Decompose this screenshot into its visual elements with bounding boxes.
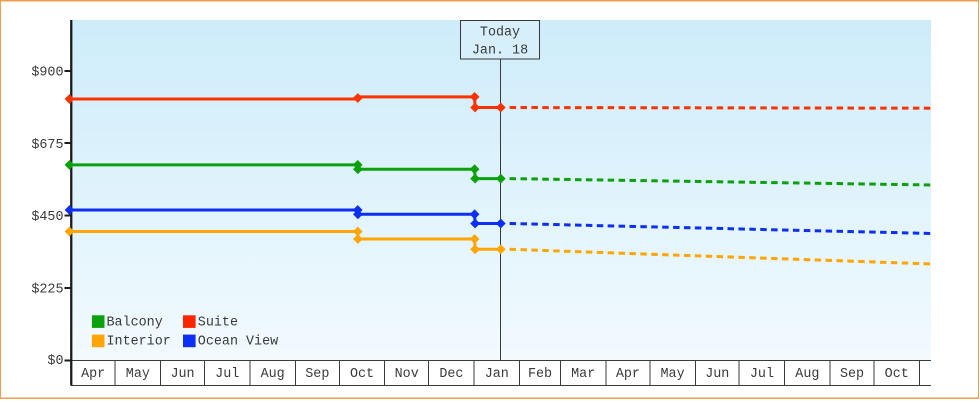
svg-text:Feb: Feb [528,367,552,382]
svg-text:Apr: Apr [81,367,105,382]
svg-text:Sep: Sep [305,367,329,382]
svg-text:Jun: Jun [170,367,194,382]
svg-text:Jul: Jul [215,367,239,382]
svg-text:Mar: Mar [571,367,595,382]
svg-text:Dec: Dec [439,367,463,382]
svg-text:Today: Today [480,25,520,40]
svg-text:$900: $900 [31,65,63,80]
svg-text:Jun: Jun [705,367,729,382]
svg-text:Oct: Oct [885,367,909,382]
svg-text:Jul: Jul [750,367,774,382]
svg-text:Nov: Nov [395,367,419,382]
svg-text:$0: $0 [47,354,63,369]
svg-text:Oct: Oct [350,367,374,382]
svg-text:Aug: Aug [795,367,819,382]
svg-text:May: May [661,367,685,382]
svg-text:Apr: Apr [616,367,640,382]
svg-text:$450: $450 [31,210,63,225]
svg-text:Sep: Sep [840,367,864,382]
svg-text:Balcony: Balcony [107,315,163,330]
svg-text:Aug: Aug [261,367,285,382]
svg-text:Jan: Jan [485,367,509,382]
svg-text:$225: $225 [31,283,63,298]
svg-text:Suite: Suite [198,315,238,330]
svg-text:May: May [126,367,150,382]
svg-text:Jan. 18: Jan. 18 [472,44,528,59]
svg-text:Ocean View: Ocean View [198,335,278,350]
svg-text:$675: $675 [31,138,63,153]
svg-text:Interior: Interior [107,335,171,350]
